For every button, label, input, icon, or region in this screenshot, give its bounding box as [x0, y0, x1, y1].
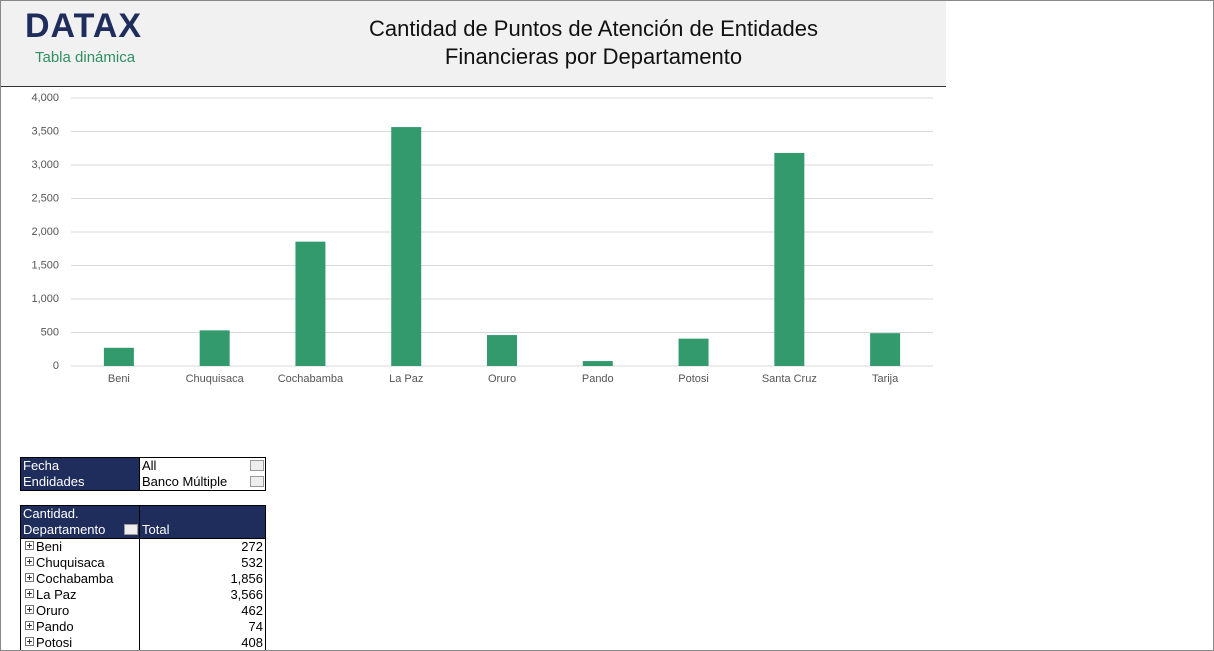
filter-value-text: Banco Múltiple: [142, 474, 228, 489]
row-total: 272: [241, 539, 263, 554]
row-name-cell[interactable]: Cochabamba: [21, 571, 140, 587]
bar: [678, 338, 709, 366]
x-tick-label: Chuquisaca: [186, 373, 245, 385]
filters: Fecha All Endidades Banco Múltiple: [20, 457, 266, 491]
row-name: Oruro: [36, 603, 70, 618]
x-tick-label: Pando: [582, 373, 614, 385]
row-total: 74: [248, 619, 263, 634]
logo-subtitle: Tabla dinámica: [35, 49, 136, 66]
row-name-cell[interactable]: Chuquisaca: [21, 555, 140, 571]
row-total: 532: [241, 555, 263, 570]
y-tick-label: 0: [53, 360, 59, 372]
y-tick-label: 2,500: [31, 192, 59, 204]
expand-icon[interactable]: [25, 573, 34, 582]
row-name: La Paz: [36, 587, 77, 602]
row-name: Potosi: [36, 635, 73, 650]
bar: [774, 152, 805, 366]
pivot-row: Potosi 408: [21, 635, 265, 650]
x-tick-label: Beni: [108, 373, 130, 385]
y-tick-label: 3,000: [31, 159, 59, 171]
pivot-table: Cantidad. Departamento Total Beni 272 Chuqu…: [20, 505, 266, 650]
title: Cantidad de Puntos de Atención de Entida…: [241, 15, 946, 71]
row-name-cell[interactable]: Beni: [21, 539, 140, 555]
filter-value-text: All: [142, 458, 157, 473]
filter-label: Fecha: [21, 458, 140, 474]
bar: [870, 333, 901, 366]
row-name: Beni: [36, 539, 63, 554]
pivot-row: Oruro 462: [21, 603, 265, 619]
y-tick-label: 500: [41, 326, 59, 338]
row-name-cell[interactable]: La Paz: [21, 587, 140, 603]
bar: [391, 127, 422, 366]
y-tick-label: 3,500: [31, 125, 59, 137]
row-total: 1,856: [230, 571, 263, 586]
blank: [140, 506, 265, 522]
bar: [487, 335, 517, 366]
filter-row: Endidades Banco Múltiple: [21, 474, 265, 490]
value-label: Total: [142, 522, 170, 537]
filter-row: Fecha All: [21, 458, 265, 474]
expand-icon[interactable]: [25, 637, 34, 646]
bar: [103, 347, 134, 366]
row-name-cell[interactable]: Potosi: [21, 635, 140, 650]
pivot-row: Cochabamba 1,856: [21, 571, 265, 587]
title-line: Financieras por Departamento: [444, 44, 743, 69]
pivot-header: Departamento Total: [21, 522, 265, 538]
dropdown-button[interactable]: [250, 460, 264, 471]
chart: 0 500 1,000 1,500 2,000 2,500 3,000 3,500 4,000 B…: [31, 92, 933, 385]
x-tick-label: Potosi: [678, 373, 709, 385]
logo: DATAX: [25, 7, 143, 45]
pivot-row: Chuquisaca 532: [21, 555, 265, 571]
x-tick-label: Santa Cruz: [762, 373, 817, 385]
expand-icon[interactable]: [25, 589, 34, 598]
pivot-row: Pando 74: [21, 619, 265, 635]
row-total: 462: [241, 603, 263, 618]
bar: [295, 241, 326, 366]
row-name: Chuquisaca: [36, 555, 105, 570]
bar: [199, 330, 230, 366]
expand-icon[interactable]: [25, 541, 34, 550]
y-tick-label: 4,000: [31, 92, 59, 104]
filter-label: Endidades: [21, 474, 140, 490]
expand-icon[interactable]: [25, 621, 34, 630]
row-total: 408: [241, 635, 263, 650]
row-name: Pando: [36, 619, 74, 634]
x-tick-label: La Paz: [389, 373, 423, 385]
expand-icon[interactable]: [25, 557, 34, 566]
row-name-cell[interactable]: Oruro: [21, 603, 140, 619]
pivot-header: Cantidad.: [21, 506, 265, 522]
y-tick-label: 1,000: [31, 293, 59, 305]
x-tick-label: Cochabamba: [278, 373, 344, 385]
expand-icon[interactable]: [25, 605, 34, 614]
filter-button[interactable]: [124, 524, 138, 535]
dropdown-button[interactable]: [250, 476, 264, 487]
corner: Cantidad.: [21, 506, 140, 522]
x-tick-label: Tarija: [872, 373, 899, 385]
x-tick-label: Oruro: [488, 373, 516, 385]
row-label-text: Departamento: [23, 522, 106, 537]
filter-value[interactable]: All: [140, 458, 265, 474]
bar: [582, 361, 613, 366]
row-label[interactable]: Departamento: [21, 522, 140, 538]
row-name: Cochabamba: [36, 571, 114, 586]
row-total: 3,566: [230, 587, 263, 602]
pivot-row: Beni 272: [21, 538, 265, 555]
header: DATAX Tabla dinámica Cantidad de Puntos …: [1, 1, 946, 87]
title-line: Cantidad de Puntos de Atención de Entida…: [369, 16, 818, 41]
pivot-row: La Paz 3,566: [21, 587, 265, 603]
y-tick-label: 2,000: [31, 226, 59, 238]
y-tick-label: 1,500: [31, 259, 59, 271]
filter-value[interactable]: Banco Múltiple: [140, 474, 265, 490]
row-name-cell[interactable]: Pando: [21, 619, 140, 635]
